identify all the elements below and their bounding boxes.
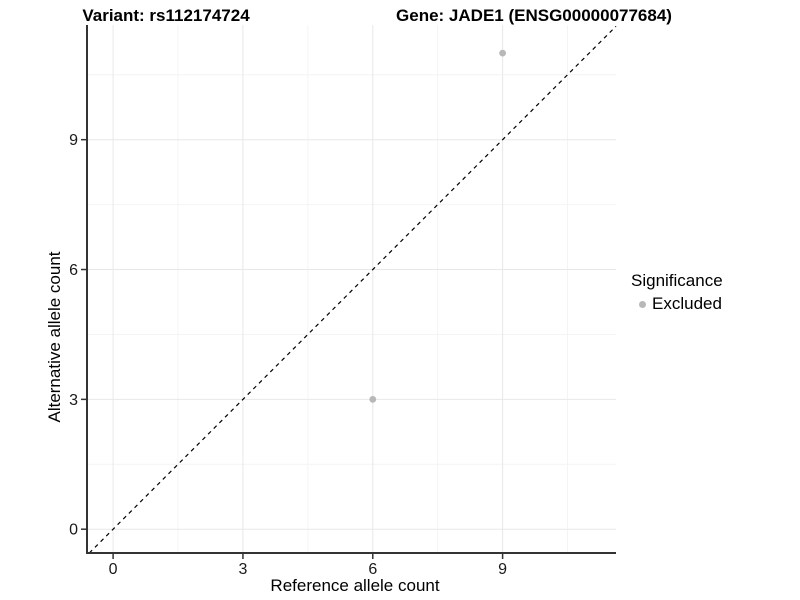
- data-point: [369, 395, 377, 403]
- gene-title: Gene: JADE1 (ENSG00000077684): [396, 6, 672, 25]
- y-tick-label: 0: [69, 522, 78, 539]
- identity-line: [88, 25, 617, 554]
- legend-item-excluded: Excluded: [631, 294, 723, 314]
- y-tick-label: 3: [69, 392, 78, 409]
- excluded-point-icon: [639, 300, 646, 308]
- x-tick-label: 0: [109, 561, 118, 578]
- legend: Significance Excluded: [631, 271, 723, 314]
- y-axis-label: Alternative allele count: [45, 251, 64, 423]
- y-tick-label: 6: [69, 262, 78, 279]
- x-axis-label: Reference allele count: [270, 576, 440, 595]
- variant-title: Variant: rs112174724: [82, 6, 250, 25]
- x-tick-label: 9: [498, 561, 507, 578]
- x-tick-label: 3: [238, 561, 247, 578]
- legend-item-label: Excluded: [652, 294, 722, 313]
- y-tick-label: 9: [69, 132, 78, 149]
- x-tick-label: 6: [368, 561, 377, 578]
- legend-title: Significance: [631, 271, 723, 290]
- data-point: [499, 49, 507, 57]
